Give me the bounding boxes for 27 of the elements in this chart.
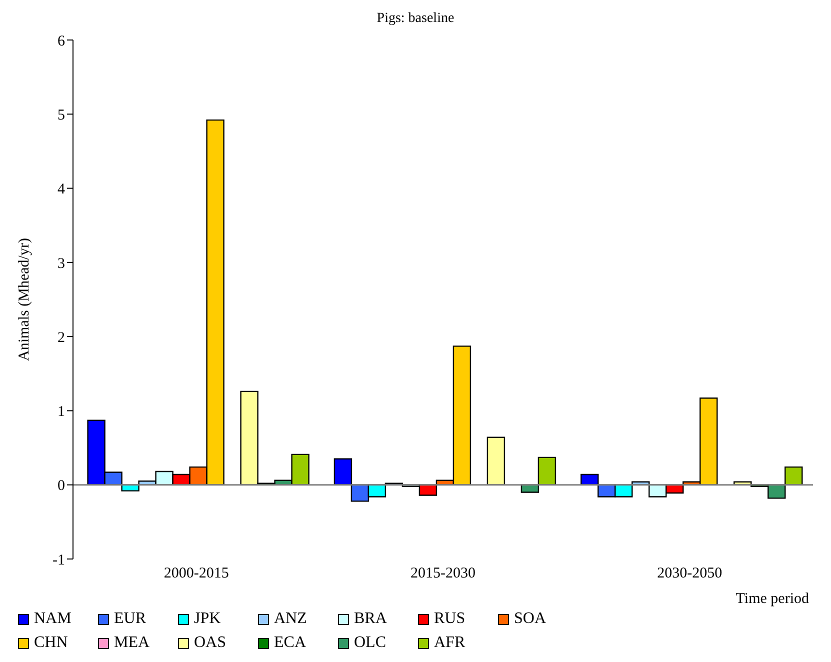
y-tick-label: 6	[58, 33, 66, 50]
legend-label: SOA	[514, 610, 546, 628]
legend-label: ECA	[274, 634, 306, 652]
y-tick-label: 1	[58, 404, 65, 420]
x-axis-title: Time period	[736, 591, 810, 607]
y-axis-title: Animals (Mhead/yr)	[16, 238, 32, 361]
legend-label: NAM	[34, 610, 72, 628]
x-tick-label: 2000-2015	[164, 566, 229, 582]
legend-label: CHN	[34, 634, 68, 652]
chart-title: Pigs: baseline	[376, 10, 456, 28]
y-tick-label: 4	[58, 182, 66, 198]
y-tick-label: 3	[58, 256, 65, 272]
legend-label: OAS	[194, 634, 226, 652]
legend-label: MEA	[114, 634, 150, 652]
legend-label: JPK	[194, 610, 221, 628]
x-tick-label: 2030-2050	[657, 566, 722, 582]
x-tick-label: 2015-2030	[410, 566, 476, 582]
y-tick-label: 0	[58, 478, 65, 494]
y-tick-label: -1	[52, 552, 65, 568]
y-tick-label: 2	[58, 330, 65, 346]
legend-label: ANZ	[274, 610, 307, 628]
legend-label: AFR	[434, 634, 466, 652]
y-tick-label: 5	[58, 107, 65, 124]
legend-label: BRA	[354, 610, 387, 628]
legend-label: RUS	[434, 610, 466, 628]
legend-label: OLC	[354, 634, 386, 652]
legend-label: EUR	[114, 610, 146, 628]
